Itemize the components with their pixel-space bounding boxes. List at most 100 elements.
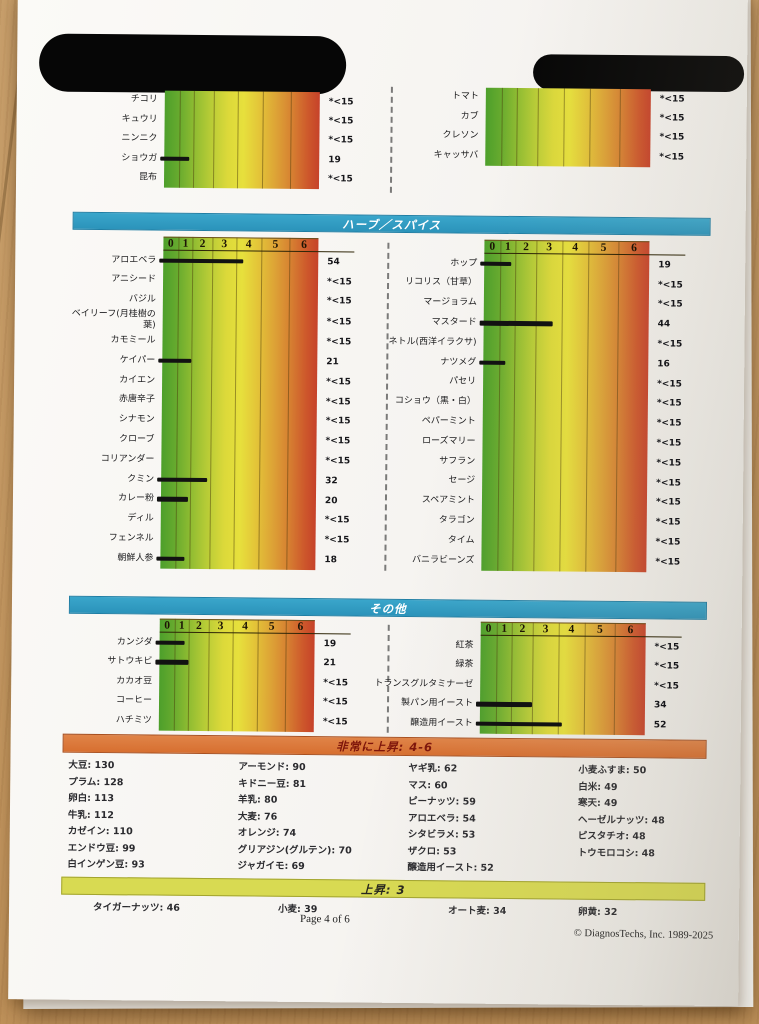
food-value: *<15 [659, 132, 685, 144]
food-label: 製パン用イースト [400, 697, 474, 709]
scale-tick: 5 [596, 623, 603, 636]
food-bar-cell [483, 333, 648, 354]
result-bar [156, 556, 185, 562]
copyright: © DiagnosTechs, Inc. 1989-2025 [573, 927, 713, 942]
food-bar-cell [481, 531, 646, 552]
scale-header-spacer [332, 620, 481, 635]
food-label: 昆布 [138, 172, 158, 183]
food-label: ペパーミント [421, 416, 476, 427]
food-bar-cell [479, 313, 649, 334]
food-bar-cell [162, 371, 317, 392]
food-value: 16 [657, 359, 670, 370]
scale-header-spacer [12, 617, 160, 632]
result-bar [155, 659, 188, 665]
food-bar-cell [162, 410, 317, 431]
list-item: 大麦: 76 [237, 810, 278, 823]
food-value: *<15 [654, 681, 680, 692]
scale-tick: 1 [178, 619, 185, 632]
result-bar [157, 477, 207, 483]
food-label: ホップ [450, 258, 478, 269]
food-label: トマト [451, 91, 479, 103]
chart-top-left: チコリ *<15 キュウリ *<15 ニンニク *<15 ショウガ 19 昆布 *<15 [16, 89, 354, 190]
chart-herbs-right: 0 1 2 3 4 5 6 ホップ 19 リコリス（甘草） *<15 マージョラム *<15 マスタード 4… [332, 238, 683, 573]
very-elevated-list: 大豆: 130 プラム: 128 卵白: 113 牛乳: 112 カゼイン: 110 エン… [67, 758, 665, 879]
scale-tick: 5 [268, 620, 275, 633]
food-label: サトウキビ [107, 656, 153, 667]
food-bar-cell [161, 450, 316, 471]
food-value: *<15 [655, 497, 681, 509]
scale-tick: 6 [301, 238, 307, 252]
list-item: 牛乳: 112 [67, 809, 114, 821]
food-bar-cell [482, 491, 647, 512]
food-label: カブ [460, 111, 479, 122]
food-label: タイム [447, 535, 475, 546]
scale-tick: 2 [523, 241, 529, 254]
list-item: 白米: 49 [578, 781, 618, 793]
result-bar [479, 360, 506, 366]
food-label: ケイパー [119, 355, 156, 366]
very-elevated-column-2: アーモンド: 90 キドニー豆: 81 羊乳: 80 大麦: 76 オレンジ: 74 グリ… [237, 759, 408, 876]
scale-tick: 0 [489, 240, 496, 253]
food-value: *<15 [659, 94, 685, 105]
food-bar-cell [482, 471, 647, 492]
food-value: *<15 [656, 438, 682, 449]
result-bar [475, 701, 533, 707]
food-bar-cell [485, 146, 650, 167]
result-bar [160, 156, 190, 161]
list-item: アーモンド: 90 [238, 761, 306, 774]
result-bar [158, 358, 191, 364]
food-row: 醸造用イースト 52 [331, 712, 679, 735]
list-item: エンドウ豆: 99 [67, 842, 136, 854]
food-bar-cell [480, 636, 645, 657]
food-bar-cell [158, 351, 317, 372]
food-label: パセリ [449, 376, 477, 388]
food-bar-cell [160, 529, 315, 550]
food-label: クローブ [119, 434, 155, 445]
list-item: 白インゲン豆: 93 [67, 858, 145, 871]
food-bar-cell [164, 129, 319, 150]
food-value: *<15 [655, 557, 681, 568]
scale-tick: 4 [568, 623, 575, 636]
list-item: ピスタチオ: 48 [577, 830, 646, 843]
banner-elevated: 上昇: 3 [61, 876, 706, 901]
food-label: ショウガ [121, 152, 158, 164]
page-number: Page 4 of 6 [299, 912, 350, 926]
food-label: ネトル(西洋イラクサ) [388, 336, 477, 348]
scale-tick: 4 [242, 620, 248, 633]
food-label: カカオ豆 [116, 675, 153, 687]
scale-tick: 5 [600, 241, 607, 254]
food-label: カモミール [110, 335, 156, 346]
food-bar-cell [163, 310, 318, 332]
list-item: キドニー豆: 81 [238, 777, 307, 790]
food-label: アニシード [111, 274, 157, 285]
food-label: コショウ（黒・白） [394, 396, 476, 407]
food-label: コリアンダー [100, 453, 155, 465]
food-row: ベイリーフ(月桂樹の葉) *<15 [15, 309, 352, 333]
food-bar-cell [162, 331, 317, 352]
food-bar-cell [486, 107, 651, 128]
food-label: ナツメグ [440, 356, 477, 368]
result-bar [156, 496, 188, 502]
food-bar-cell [161, 509, 316, 530]
scale-tick: 3 [221, 238, 228, 251]
food-bar-cell [475, 694, 645, 715]
food-value: 19 [658, 260, 671, 271]
list-item: オート麦: 34 [447, 905, 507, 917]
food-label: 緑茶 [455, 659, 474, 670]
report-page: チコリ *<15 キュウリ *<15 ニンニク *<15 ショウガ 19 昆布 *<15 トマト *… [8, 0, 748, 1007]
food-label: ディル [127, 513, 154, 524]
list-item: ピーナッツ: 59 [408, 795, 476, 808]
very-elevated-column-3: ヤギ乳: 62 マス: 60 ピーナッツ: 59 アロエベラ: 54 シタビラメ: 53… [407, 761, 578, 878]
food-label: サフラン [439, 455, 476, 467]
scale-tick: 3 [542, 623, 549, 636]
food-label: カンジダ [116, 636, 153, 648]
food-value: *<15 [657, 339, 683, 350]
food-label: クミン [127, 473, 155, 485]
section-banner-others: その他 [68, 595, 708, 620]
list-item: マス: 60 [408, 779, 448, 791]
scale-tick: 4 [245, 238, 252, 251]
food-bar-cell [482, 432, 647, 453]
scale-tick: 4 [572, 241, 579, 254]
food-bar-cell [479, 353, 648, 374]
